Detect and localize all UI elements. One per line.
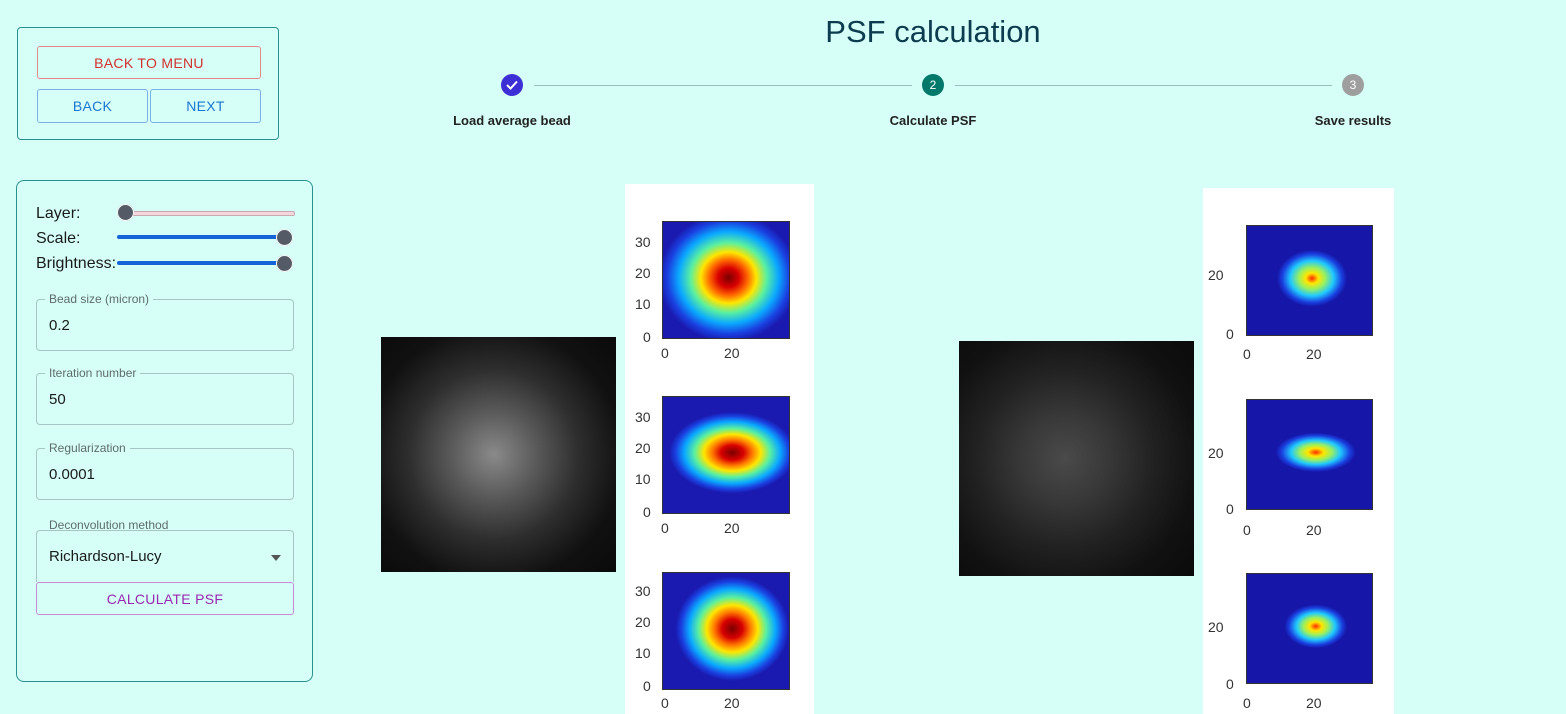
step-1-label: Load average bead [453, 113, 571, 128]
psf-result-image [959, 341, 1194, 576]
stepper-connector [955, 85, 1332, 86]
step-2-indicator: 2 [922, 74, 944, 96]
psf-projection-xz-plot [1246, 399, 1373, 510]
y-tick: 20 [1208, 619, 1224, 635]
y-tick: 10 [635, 471, 651, 487]
regularization-field[interactable]: Regularization 0.0001 [36, 441, 294, 500]
x-tick: 20 [724, 695, 740, 711]
y-tick: 20 [635, 614, 651, 630]
calculate-psf-button[interactable]: CALCULATE PSF [36, 582, 294, 615]
x-tick: 0 [1243, 346, 1251, 362]
controls-panel: Layer: Scale: Brightness: Bead size (mic… [16, 180, 313, 682]
x-tick: 20 [724, 520, 740, 536]
iteration-number-field[interactable]: Iteration number 50 [36, 366, 294, 425]
y-tick: 20 [1208, 445, 1224, 461]
deconvolution-method-label: Deconvolution method [49, 518, 169, 532]
deconvolution-method-select[interactable]: Richardson-Lucy [36, 530, 294, 582]
dropdown-arrow-icon [271, 555, 281, 561]
x-tick: 0 [661, 345, 669, 361]
y-tick: 20 [635, 265, 651, 281]
average-bead-image [381, 337, 616, 572]
x-tick: 0 [1243, 522, 1251, 538]
bead-projections-panel: 30 20 10 0 0 20 30 20 10 0 0 20 30 20 10… [625, 184, 814, 714]
back-to-menu-button[interactable]: BACK TO MENU [37, 46, 261, 79]
y-tick: 0 [1226, 676, 1234, 692]
layer-slider-thumb[interactable] [117, 204, 134, 221]
x-tick: 0 [661, 520, 669, 536]
regularization-value[interactable]: 0.0001 [49, 466, 95, 483]
step-3-indicator: 3 [1342, 74, 1364, 96]
step-3-label: Save results [1314, 113, 1392, 128]
x-tick: 0 [661, 695, 669, 711]
y-tick: 20 [635, 440, 651, 456]
projection-xy-plot [662, 221, 790, 339]
y-tick: 30 [635, 409, 651, 425]
y-tick: 0 [643, 678, 651, 694]
y-tick: 0 [1226, 326, 1234, 342]
back-button[interactable]: BACK [37, 89, 148, 123]
y-tick: 0 [643, 329, 651, 345]
step-1-check-icon [501, 74, 523, 96]
scale-label: Scale: [36, 230, 81, 247]
x-tick: 20 [1306, 522, 1322, 538]
deconvolution-method-value: Richardson-Lucy [49, 548, 162, 565]
projection-xz-plot [662, 396, 790, 514]
y-tick: 30 [635, 583, 651, 599]
psf-projection-xy-plot [1246, 225, 1373, 336]
x-tick: 20 [1306, 695, 1322, 711]
x-tick: 20 [724, 345, 740, 361]
y-tick: 20 [1208, 267, 1224, 283]
bead-size-value[interactable]: 0.2 [49, 317, 70, 334]
layer-label: Layer: [36, 205, 81, 222]
stepper-connector [534, 85, 912, 86]
brightness-label: Brightness: [36, 255, 117, 272]
layer-slider-track[interactable] [125, 211, 295, 216]
navigation-panel: BACK TO MENU BACK NEXT [17, 27, 279, 140]
iteration-number-value[interactable]: 50 [49, 391, 66, 408]
y-tick: 10 [635, 645, 651, 661]
x-tick: 0 [1243, 695, 1251, 711]
scale-slider-thumb[interactable] [276, 229, 293, 246]
next-button[interactable]: NEXT [150, 89, 261, 123]
y-tick: 10 [635, 296, 651, 312]
y-tick: 0 [1226, 501, 1234, 517]
iteration-number-label: Iteration number [45, 366, 141, 380]
bead-size-label: Bead size (micron) [45, 292, 154, 306]
brightness-slider-track[interactable] [117, 261, 287, 265]
y-tick: 0 [643, 504, 651, 520]
projection-yz-plot [662, 572, 790, 690]
y-tick: 30 [635, 234, 651, 250]
brightness-slider-thumb[interactable] [276, 255, 293, 272]
regularization-label: Regularization [45, 441, 130, 455]
page-title: PSF calculation [825, 14, 1041, 49]
x-tick: 20 [1306, 346, 1322, 362]
step-2-label: Calculate PSF [889, 113, 977, 128]
bead-size-field[interactable]: Bead size (micron) 0.2 [36, 292, 294, 351]
psf-projections-panel: 20 0 0 20 20 0 0 20 20 0 0 20 [1203, 188, 1394, 714]
scale-slider-track[interactable] [117, 235, 287, 239]
psf-projection-yz-plot [1246, 573, 1373, 684]
